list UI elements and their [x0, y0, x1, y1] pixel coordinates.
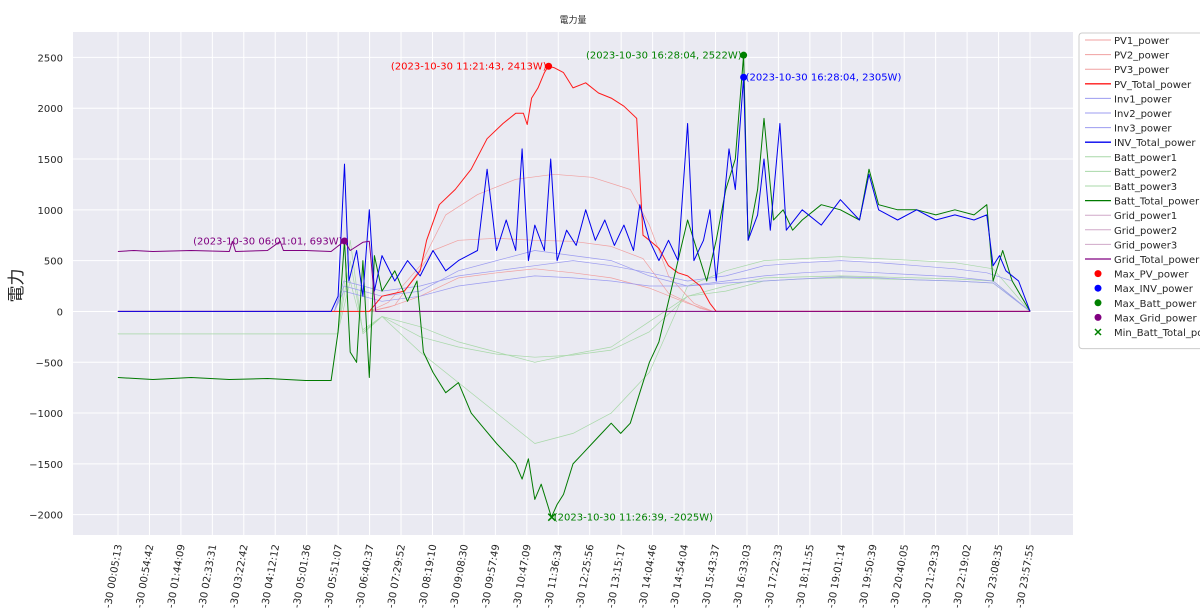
marker-max-batt-power — [740, 51, 748, 59]
x-tick-label: 10-30 09:08:30 — [447, 544, 471, 608]
legend-label: Batt_Total_power — [1114, 197, 1200, 208]
legend-swatch — [1094, 284, 1102, 292]
y-tick-label: 500 — [44, 257, 63, 268]
legend-label: Grid_Total_power — [1114, 255, 1200, 266]
legend-label: Inv2_power — [1114, 109, 1172, 120]
x-tick-label: 10-30 01:44:09 — [164, 544, 188, 608]
legend-label: Max_PV_power — [1114, 270, 1189, 281]
x-tick-label: 10-30 19:01:14 — [824, 544, 848, 608]
legend-label: Batt_power2 — [1114, 167, 1177, 178]
x-tick-label: 10-30 13:15:17 — [604, 544, 628, 608]
x-tick-label: 10-30 08:19:10 — [415, 544, 439, 608]
x-tick-label: 10-30 11:36:34 — [541, 544, 565, 608]
annotation-max-pv-power: (2023-10-30 11:21:43, 2413W) — [391, 62, 547, 73]
x-tick-label: 10-30 06:40:37 — [352, 544, 376, 608]
x-tick-label: 10-30 05:51:07 — [321, 544, 345, 608]
y-tick-label: −1000 — [29, 409, 63, 420]
series-line-grid-total-power — [117, 240, 1031, 312]
legend-label: Max_Batt_power — [1114, 299, 1197, 310]
legend-label: PV1_power — [1114, 36, 1170, 47]
x-tick-label: 10-30 14:04:46 — [635, 544, 659, 608]
y-axis-label: 電力 — [7, 269, 27, 303]
x-tick-label: 10-30 20:40:05 — [887, 544, 911, 608]
marker-max-pv-power — [545, 62, 553, 70]
y-axis-ticks: −2000 −1500 −1000 −500 0 500 1000 1500 2000 2500 — [29, 53, 63, 521]
x-tick-label: 10-30 02:33:31 — [195, 544, 219, 608]
x-tick-label: 10-30 23:08:35 — [981, 544, 1005, 608]
x-tick-label: 10-30 15:43:37 — [698, 544, 722, 608]
y-tick-label: −1500 — [29, 460, 63, 471]
series-line-inv2-power — [117, 250, 1031, 312]
x-tick-label: 10-30 04:12:12 — [258, 544, 282, 608]
legend-box — [1078, 32, 1200, 350]
legend-label: Batt_power3 — [1114, 182, 1177, 193]
series-layer — [117, 54, 1031, 518]
series-line-batt-power2 — [117, 256, 1031, 444]
x-tick-label: 10-30 00:54:42 — [132, 544, 156, 608]
legend-swatch — [1094, 299, 1102, 307]
legend-label: Max_Grid_power — [1114, 313, 1197, 324]
series-line-inv1-power — [117, 260, 1031, 312]
marker-layer: (2023-10-30 11:21:43, 2413W) (2023-10-30 … — [193, 51, 901, 524]
y-tick-label: 1000 — [38, 206, 63, 217]
annotation-min-batt-total-power: (2023-10-30 11:26:39, -2025W) — [554, 513, 713, 524]
x-tick-label: 10-30 16:33:03 — [730, 544, 754, 608]
legend-label: Max_INV_power — [1114, 284, 1194, 295]
legend-swatch — [1094, 313, 1102, 321]
series-line-inv-total-power — [117, 76, 1031, 312]
legend-swatch — [1094, 328, 1102, 336]
legend-label: Grid_power1 — [1114, 211, 1177, 222]
annotation-max-inv-power: (2023-10-30 16:28:04, 2305W) — [746, 73, 902, 84]
series-line-pv2-power — [117, 173, 1031, 312]
series-line-pv1-power — [117, 268, 1031, 312]
series-line-batt-power1 — [117, 239, 1031, 363]
y-tick-label: −500 — [36, 358, 63, 369]
x-tick-label: 10-30 21:29:33 — [918, 544, 942, 608]
series-line-inv3-power — [117, 275, 1031, 312]
grid-lines — [73, 32, 1073, 535]
legend-label: Grid_power3 — [1114, 240, 1177, 251]
marker-max-inv-power — [740, 73, 748, 81]
x-tick-label: 10-30 23:57:55 — [1013, 544, 1037, 608]
x-tick-label: 10-30 17:22:33 — [761, 544, 785, 608]
marker-max-grid-power — [340, 237, 348, 245]
legend-label: Grid_power2 — [1114, 226, 1177, 237]
legend: PV1_power PV2_power PV3_power PV_Total_powe… — [1078, 32, 1200, 350]
marker-min-batt-total-power — [547, 513, 556, 522]
legend-label: Min_Batt_Total_power — [1114, 328, 1200, 339]
legend-label: PV2_power — [1114, 51, 1170, 62]
x-tick-label: 10-30 00:05:13 — [101, 544, 125, 608]
plot-area — [73, 32, 1073, 535]
series-line-batt-power3 — [117, 275, 1031, 358]
legend-label: PV3_power — [1114, 65, 1170, 76]
y-tick-label: 2500 — [38, 53, 63, 64]
legend-label: Batt_power1 — [1114, 153, 1177, 164]
legend-label: Inv1_power — [1114, 94, 1172, 105]
x-tick-label: 10-30 18:11:55 — [793, 544, 817, 608]
chart-title: 電力量 — [559, 14, 586, 26]
x-tick-label: 10-30 05:01:36 — [289, 544, 313, 608]
x-axis-ticks: 10-30 00:05:13 10-30 00:54:42 10-30 01:44:… — [101, 544, 1037, 608]
y-tick-label: −2000 — [29, 511, 63, 522]
annotation-max-batt-power: (2023-10-30 16:28:04, 2522W) — [586, 51, 742, 62]
series-line-batt-total-power — [117, 54, 1031, 518]
y-tick-label: 2000 — [38, 104, 63, 115]
y-tick-label: 1500 — [38, 155, 63, 166]
y-tick-label: 0 — [57, 307, 63, 318]
x-tick-label: 10-30 09:57:49 — [478, 544, 502, 608]
x-tick-label: 10-30 12:25:56 — [572, 544, 596, 608]
x-tick-label: 10-30 07:29:52 — [384, 544, 408, 608]
x-tick-label: 10-30 19:50:39 — [855, 544, 879, 608]
x-tick-label: 10-30 22:19:02 — [950, 544, 974, 608]
series-line-pv3-power — [117, 237, 1031, 312]
legend-label: PV_Total_power — [1114, 80, 1192, 91]
x-tick-label: 10-30 10:47:09 — [510, 544, 534, 608]
legend-swatch — [1094, 270, 1102, 278]
legend-label: INV_Total_power — [1114, 138, 1196, 149]
annotation-max-grid-power: (2023-10-30 06:01:01, 693W) — [193, 237, 342, 248]
legend-label: Inv3_power — [1114, 124, 1172, 135]
x-tick-label: 10-30 14:54:04 — [667, 544, 691, 608]
x-tick-label: 10-30 03:22:42 — [227, 544, 251, 608]
